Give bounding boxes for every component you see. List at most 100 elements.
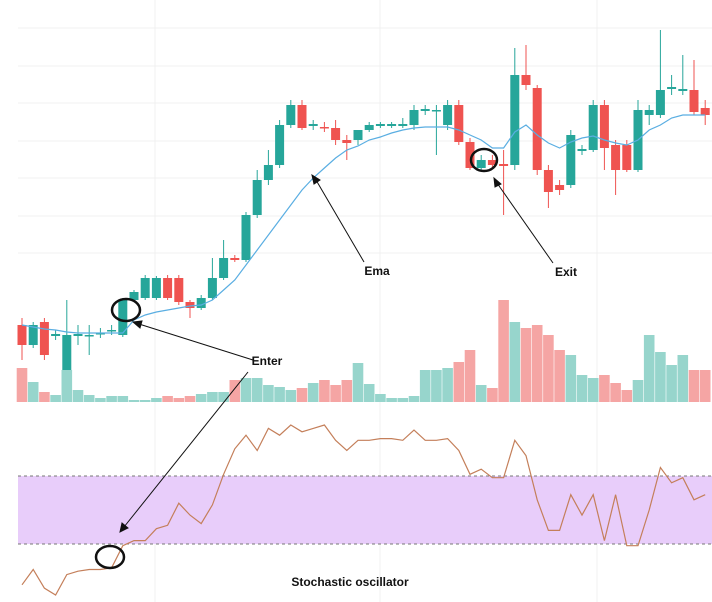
arrow-head bbox=[131, 320, 143, 329]
volume-bar bbox=[251, 378, 263, 402]
volume-bar bbox=[375, 394, 386, 402]
candle-body bbox=[510, 75, 520, 165]
enter-circle bbox=[110, 297, 142, 323]
volume-bar bbox=[565, 355, 577, 402]
candle-body bbox=[39, 322, 49, 355]
volume-bar bbox=[610, 383, 621, 402]
volume-bar bbox=[632, 380, 644, 402]
volume-bar bbox=[139, 400, 151, 402]
candle-body bbox=[62, 335, 72, 370]
volume-bar bbox=[576, 375, 588, 402]
volume-bar bbox=[128, 400, 140, 402]
volume-bar bbox=[274, 387, 285, 402]
candle-body bbox=[611, 145, 621, 170]
volume-bar bbox=[296, 388, 308, 402]
oscillator-band bbox=[18, 476, 712, 544]
candle-body bbox=[465, 142, 475, 168]
volume-bar bbox=[408, 396, 420, 402]
annotation: Ema bbox=[364, 264, 390, 278]
volume-bar bbox=[173, 398, 185, 402]
volume-bar bbox=[330, 385, 341, 402]
candle-body bbox=[331, 128, 341, 140]
volume-bar bbox=[83, 395, 95, 402]
candle-body bbox=[95, 333, 105, 335]
volume-bar bbox=[531, 325, 543, 402]
candle-body bbox=[555, 185, 565, 190]
volume-bar bbox=[162, 396, 173, 402]
candle-body bbox=[588, 105, 598, 150]
plot-layer bbox=[16, 30, 712, 596]
volume-bar bbox=[520, 328, 532, 402]
candle-body bbox=[487, 160, 497, 165]
volume-bar bbox=[442, 368, 453, 402]
volume-bar bbox=[464, 350, 476, 402]
volume-bar bbox=[363, 384, 375, 402]
volume-bar bbox=[218, 392, 229, 402]
volume-bar bbox=[319, 380, 330, 402]
candle-body bbox=[84, 335, 94, 337]
volume-bar bbox=[229, 380, 241, 402]
candle-body bbox=[622, 145, 632, 170]
candle-body bbox=[286, 105, 296, 125]
volume-bar bbox=[263, 385, 274, 402]
volume-bar bbox=[431, 370, 442, 402]
volume-bar bbox=[475, 385, 487, 402]
candle-body bbox=[196, 298, 206, 308]
candle-body bbox=[700, 108, 710, 115]
volume-bar bbox=[184, 396, 196, 402]
volume-bar bbox=[240, 378, 252, 402]
candle-body bbox=[655, 90, 665, 115]
candle-body bbox=[409, 110, 419, 125]
exit-arrow bbox=[496, 182, 554, 264]
enter-arrow bbox=[138, 323, 254, 361]
annotation: Exit bbox=[555, 265, 577, 279]
volume-bar bbox=[61, 370, 73, 402]
candle-body bbox=[644, 110, 654, 115]
volume-bar bbox=[453, 362, 465, 402]
volume-bar bbox=[699, 370, 711, 402]
volume-bar bbox=[72, 390, 84, 402]
volume-bar bbox=[655, 352, 666, 402]
candle-body bbox=[543, 170, 553, 192]
candle-body bbox=[499, 164, 509, 166]
candle-body bbox=[241, 215, 251, 260]
volume-bar bbox=[621, 390, 633, 402]
volume-bar bbox=[599, 375, 610, 402]
volume-bar bbox=[419, 370, 431, 402]
candle-body bbox=[476, 160, 486, 168]
enter-arrow bbox=[123, 371, 249, 528]
volume-bar bbox=[106, 396, 117, 402]
candle-body bbox=[73, 334, 83, 336]
candle-body bbox=[51, 334, 61, 336]
annotation-shapes bbox=[94, 147, 554, 570]
candle-body bbox=[443, 105, 453, 125]
candle-body bbox=[454, 105, 464, 142]
arrow-head bbox=[119, 522, 129, 533]
candle-body bbox=[420, 109, 430, 111]
candle-body bbox=[532, 88, 542, 170]
candle-body bbox=[107, 330, 117, 332]
candle-body bbox=[17, 325, 27, 345]
candle-body bbox=[387, 124, 397, 126]
candle-body bbox=[252, 180, 262, 215]
candle-body bbox=[308, 124, 318, 126]
candle-body bbox=[577, 149, 587, 151]
candle-body bbox=[140, 278, 150, 298]
volume-bar bbox=[27, 382, 39, 402]
volume-bar bbox=[587, 378, 599, 402]
oscillator-title: Stochastic oscillator bbox=[291, 575, 409, 589]
candle-body bbox=[207, 278, 217, 298]
volume-bar bbox=[386, 398, 397, 402]
volume-bar bbox=[285, 390, 297, 402]
candle-body bbox=[342, 140, 352, 143]
volume-bar bbox=[543, 335, 554, 402]
candle-body bbox=[151, 278, 161, 298]
candle-body bbox=[230, 258, 240, 260]
candle-body bbox=[263, 165, 273, 180]
arrow-head bbox=[493, 176, 502, 188]
candle-body bbox=[689, 90, 699, 112]
candle-body bbox=[28, 325, 38, 345]
candle-body bbox=[297, 105, 307, 128]
candle-body bbox=[678, 89, 688, 91]
candle-body bbox=[319, 127, 329, 129]
